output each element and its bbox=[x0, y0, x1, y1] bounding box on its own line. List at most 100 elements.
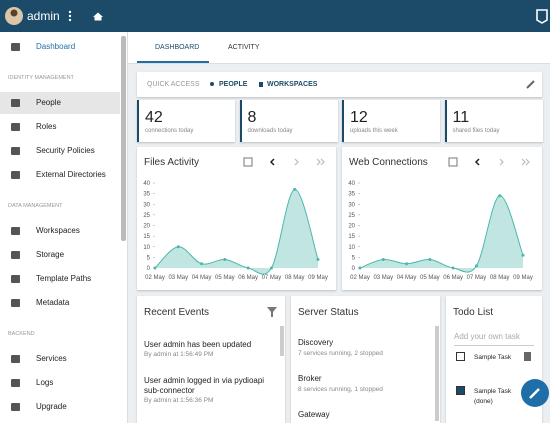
menu-item[interactable]: Logs bbox=[36, 378, 54, 387]
checkbox[interactable] bbox=[456, 352, 465, 361]
y-tick-label: 40 bbox=[348, 181, 355, 187]
delete-icon[interactable] bbox=[524, 352, 531, 361]
point bbox=[316, 258, 320, 261]
menu-item[interactable]: Services bbox=[36, 354, 67, 363]
stat-label: shared files today bbox=[452, 128, 500, 134]
fab[interactable] bbox=[520, 378, 550, 408]
card-title: Recent Events bbox=[144, 307, 210, 318]
menu-icon bbox=[11, 275, 20, 283]
tab-underline bbox=[137, 61, 209, 63]
service-status: 8 services running, 1 stopped bbox=[298, 386, 383, 393]
menu-icon bbox=[11, 403, 20, 411]
people-icon bbox=[210, 82, 214, 86]
edit-icon[interactable] bbox=[526, 80, 535, 89]
chart-card: Files Activity 0 5 10 15 20 25 30 35 40 02 May 03 M… bbox=[137, 147, 336, 290]
home-icon[interactable] bbox=[93, 12, 103, 21]
stat-value: 12 bbox=[350, 109, 368, 126]
quick-access-card: QUICK ACCESS PEOPLE WORKSPACES bbox=[137, 72, 542, 97]
menu-item[interactable]: Roles bbox=[36, 122, 57, 131]
event-text: User admin has been updated bbox=[144, 340, 252, 349]
menu-item[interactable]: External Directories bbox=[36, 170, 106, 179]
quick-link[interactable]: PEOPLE bbox=[219, 81, 248, 88]
menu-item[interactable]: Workspaces bbox=[36, 226, 80, 235]
area bbox=[360, 195, 523, 273]
stat-label: uploads this week bbox=[350, 128, 398, 134]
x-tick-label: 02 May bbox=[145, 275, 165, 281]
sidebar: Dashboard IDENTITY MANAGEMENT People Roles S… bbox=[0, 32, 128, 423]
y-tick-label: 20 bbox=[348, 224, 355, 230]
last-icon bbox=[316, 158, 325, 166]
menu-item[interactable]: Dashboard bbox=[36, 42, 76, 51]
y-tick-label: 20 bbox=[143, 224, 150, 230]
point bbox=[293, 187, 297, 191]
y-tick-label: 10 bbox=[348, 245, 355, 251]
menu-icon bbox=[11, 171, 20, 179]
service-status: 7 services running, 2 stopped bbox=[298, 350, 383, 357]
tab[interactable]: DASHBOARD bbox=[155, 44, 200, 51]
stat-label: downloads today bbox=[247, 128, 293, 134]
event-text: User admin logged in via pydioapi sub-co… bbox=[144, 376, 265, 395]
task-text: Sample Task (done) bbox=[474, 388, 512, 405]
x-tick-label: 04 May bbox=[192, 275, 212, 281]
point bbox=[223, 258, 227, 261]
y-tick-label: 5 bbox=[147, 255, 151, 261]
filter-icon[interactable] bbox=[137, 296, 285, 326]
y-tick-label: 30 bbox=[143, 202, 150, 208]
checkbox[interactable] bbox=[456, 386, 465, 395]
menu-icon bbox=[11, 227, 20, 235]
card-title: Todo List bbox=[453, 307, 494, 318]
tab[interactable]: ACTIVITY bbox=[228, 44, 260, 51]
y-tick-label: 15 bbox=[348, 234, 355, 240]
scrollbar[interactable] bbox=[121, 36, 126, 241]
stat-card: 12 uploads this week bbox=[342, 100, 440, 142]
menu-item[interactable]: Template Paths bbox=[36, 274, 92, 283]
point bbox=[451, 266, 455, 270]
area bbox=[155, 189, 318, 275]
x-tick-label: 07 May bbox=[467, 275, 487, 281]
y-tick-label: 35 bbox=[348, 192, 355, 198]
section-title: DATA MANAGEMENT bbox=[8, 203, 63, 209]
chart: 0 5 10 15 20 25 30 35 40 02 May 03 May 04 May 05 May… bbox=[348, 157, 533, 281]
point bbox=[381, 258, 385, 261]
tab-bar bbox=[128, 32, 550, 64]
stat-card: 8 downloads today bbox=[239, 100, 338, 142]
events-scrollbar[interactable] bbox=[280, 326, 284, 356]
point bbox=[200, 262, 204, 266]
menu-item[interactable]: Storage bbox=[36, 250, 65, 259]
status-scrollbar[interactable] bbox=[435, 326, 439, 421]
calendar-icon bbox=[243, 157, 253, 167]
card-title: Server Status bbox=[298, 307, 359, 318]
y-tick-label: 15 bbox=[143, 234, 150, 240]
menu-icon bbox=[11, 251, 20, 259]
x-tick-label: 09 May bbox=[308, 275, 328, 281]
logo bbox=[536, 9, 548, 24]
menu-item[interactable]: Upgrade bbox=[36, 402, 67, 411]
menu-item[interactable]: People bbox=[36, 98, 61, 107]
menu-icon bbox=[11, 99, 20, 107]
x-tick-label: 06 May bbox=[238, 275, 258, 281]
menu-item[interactable]: Security Policies bbox=[36, 146, 95, 155]
section-title: IDENTITY MANAGEMENT bbox=[8, 75, 74, 81]
quick-link[interactable]: WORKSPACES bbox=[267, 81, 318, 88]
y-tick-label: 40 bbox=[143, 181, 150, 187]
x-tick-label: 02 May bbox=[350, 275, 370, 281]
top-bar-icons bbox=[5, 7, 548, 25]
service-name: Discovery bbox=[298, 338, 334, 347]
x-tick-label: 05 May bbox=[215, 275, 235, 281]
y-tick-label: 25 bbox=[143, 213, 150, 219]
menu-item[interactable]: Metadata bbox=[36, 298, 70, 307]
chart: 0 5 10 15 20 25 30 35 40 02 May 03 May 04 May 05 May… bbox=[143, 157, 328, 281]
todo-input[interactable]: Add your own task bbox=[454, 333, 534, 346]
point bbox=[358, 266, 362, 270]
point bbox=[269, 266, 273, 270]
workspace-icon bbox=[259, 82, 263, 87]
x-tick-label: 09 May bbox=[513, 275, 533, 281]
menu-icon bbox=[11, 299, 20, 307]
x-tick-label: 03 May bbox=[373, 275, 393, 281]
user-name[interactable]: admin bbox=[27, 9, 60, 23]
quick-icons bbox=[210, 80, 535, 89]
menu-dots[interactable] bbox=[68, 10, 72, 22]
stat-card: 11 shared files today bbox=[444, 100, 543, 142]
y-tick-label: 0 bbox=[147, 266, 151, 272]
y-tick-label: 35 bbox=[143, 192, 150, 198]
